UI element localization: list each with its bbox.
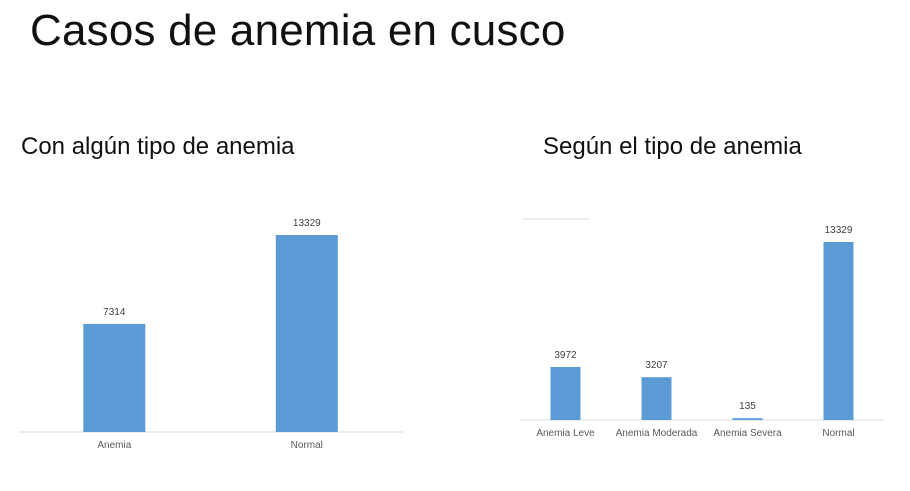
chart1-category-label: Normal — [291, 440, 323, 451]
chart2-bar — [550, 367, 581, 420]
chart2-data-label: 135 — [739, 401, 756, 412]
chart2-data-label: 3207 — [645, 360, 668, 371]
chart2-category-label: Normal — [822, 428, 854, 439]
chart2-category-label: Anemia Severa — [713, 428, 782, 439]
chart1-bar — [83, 323, 146, 432]
chart1-data-label: 7314 — [103, 307, 126, 318]
chart2-bar — [732, 418, 763, 420]
chart1-data-label: 13329 — [293, 218, 321, 229]
chart-title-anemia-type: Según el tipo de anemia — [543, 133, 802, 160]
chart2-category-label: Anemia Leve — [536, 428, 595, 439]
chart-title-anemia-general: Con algún tipo de anemia — [21, 133, 295, 160]
chart2-bar — [641, 377, 672, 420]
chart2-bar — [823, 242, 854, 420]
slide-title: Casos de anemia en cusco — [30, 6, 566, 55]
chart2-data-label: 3972 — [554, 350, 577, 361]
chart1-category-label: Anemia — [97, 440, 131, 451]
chart2-category-label: Anemia Moderada — [616, 428, 698, 439]
chart1-bar — [275, 235, 338, 432]
chart2-data-label: 13329 — [825, 225, 853, 236]
